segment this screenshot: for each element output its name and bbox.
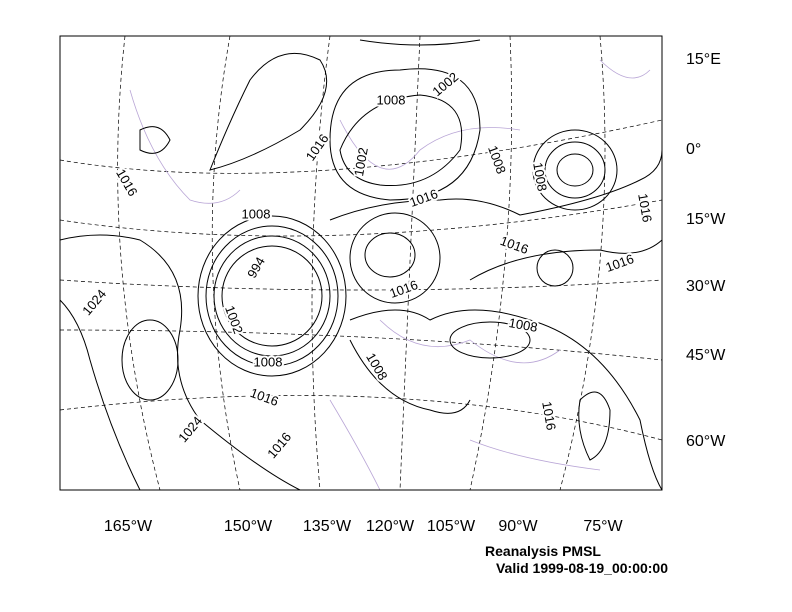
contour-label: 994 bbox=[244, 254, 268, 280]
coastlines bbox=[129, 59, 651, 491]
contour-label: 1008 bbox=[377, 92, 406, 107]
lat-label: 45°W bbox=[686, 347, 726, 364]
contour-label: 1008 bbox=[254, 354, 283, 369]
lon-label: 120°W bbox=[366, 518, 415, 535]
caption-valid: Valid 1999-08-19_00:00:00 bbox=[496, 560, 668, 576]
contour-label: 1024 bbox=[175, 413, 205, 445]
contour-label: 1016 bbox=[539, 400, 559, 431]
contour-label: 1016 bbox=[113, 166, 140, 199]
lat-label: 60°W bbox=[686, 433, 726, 450]
graticule bbox=[59, 35, 663, 491]
contour-label: 1008 bbox=[508, 315, 539, 335]
contour-label: 1016 bbox=[498, 233, 530, 257]
contour-label: 1002 bbox=[222, 303, 246, 335]
lat-label: 15°E bbox=[686, 51, 721, 68]
lon-label: 105°W bbox=[427, 518, 476, 535]
lat-label: 0° bbox=[686, 141, 701, 158]
lon-label: 150°W bbox=[224, 518, 273, 535]
lat-label: 30°W bbox=[686, 278, 726, 295]
contour-label: 1016 bbox=[248, 385, 280, 409]
map-frame bbox=[59, 35, 663, 491]
caption-title: Reanalysis PMSL bbox=[485, 543, 601, 559]
contour-label: 1008 bbox=[530, 161, 550, 192]
lon-label: 90°W bbox=[498, 518, 538, 535]
contour-label: 1008 bbox=[485, 143, 509, 175]
contour-label: 1024 bbox=[79, 286, 109, 318]
contour-label: 1016 bbox=[603, 251, 635, 275]
lat-label: 15°W bbox=[686, 211, 726, 228]
contour-label: 1016 bbox=[635, 192, 655, 223]
contour-label: 1016 bbox=[264, 429, 294, 461]
lon-label: 135°W bbox=[303, 518, 352, 535]
contour-label: 1016 bbox=[407, 186, 439, 210]
contour-label: 1002 bbox=[351, 146, 371, 177]
right-axis: 15°E 0° 15°W 30°W 45°W 60°W bbox=[686, 51, 726, 450]
lon-label: 75°W bbox=[583, 518, 623, 535]
contour-label: 1002 bbox=[429, 69, 461, 99]
contour-label: 1008 bbox=[363, 350, 390, 383]
bottom-axis: 165°W 150°W 135°W 120°W 105°W 90°W 75°W bbox=[104, 518, 624, 535]
contour-label: 1016 bbox=[303, 131, 332, 163]
contour-labels: 1008 1002 1016 1002 1008 1008 1016 1008 … bbox=[77, 67, 657, 463]
contour-label: 1016 bbox=[387, 277, 419, 301]
contours bbox=[59, 39, 663, 491]
lon-label: 165°W bbox=[104, 518, 153, 535]
contour-label: 1008 bbox=[242, 206, 271, 221]
